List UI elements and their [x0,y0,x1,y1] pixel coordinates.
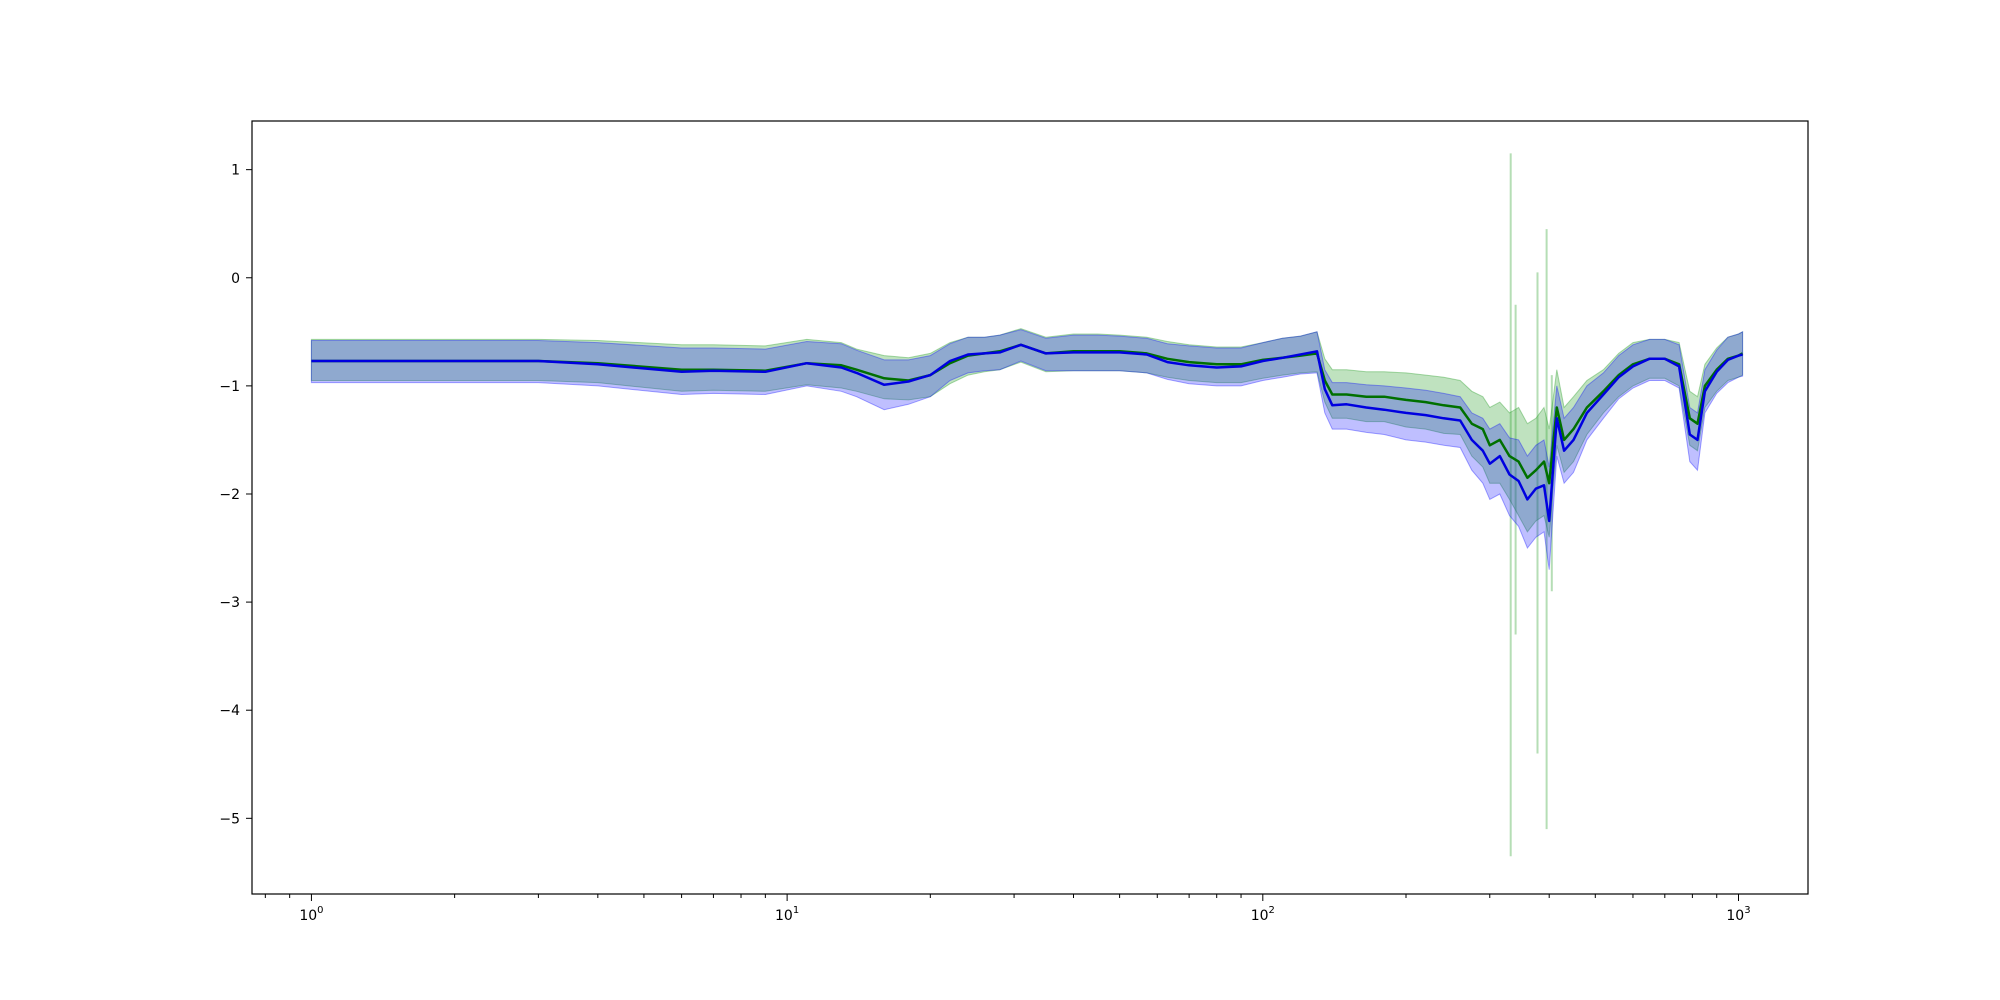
x-tick-label: 103 [1726,905,1750,924]
y-tick-label: 1 [231,163,240,179]
x-tick-label: 101 [775,905,799,924]
y-tick-label: 0 [231,271,240,287]
axes-frame [251,120,1809,895]
y-tick-label: −5 [219,811,240,827]
x-tick-label: 100 [299,905,323,924]
series-2-line [311,343,1743,523]
x-tick-label: 102 [1251,905,1275,924]
series-2-confidence-band [310,329,1744,570]
y-tick-label: −3 [219,595,240,611]
y-tick-label: −1 [219,379,240,395]
y-axis: 1 0 −1 −2 −3 −4 −5 [219,163,252,827]
series-1-confidence-band [310,328,1744,538]
y-tick-label: −2 [219,487,240,503]
x-axis: 100 101 102 103 [264,894,1751,924]
plot-area [310,153,1744,857]
y-tick-label: −4 [219,703,240,719]
